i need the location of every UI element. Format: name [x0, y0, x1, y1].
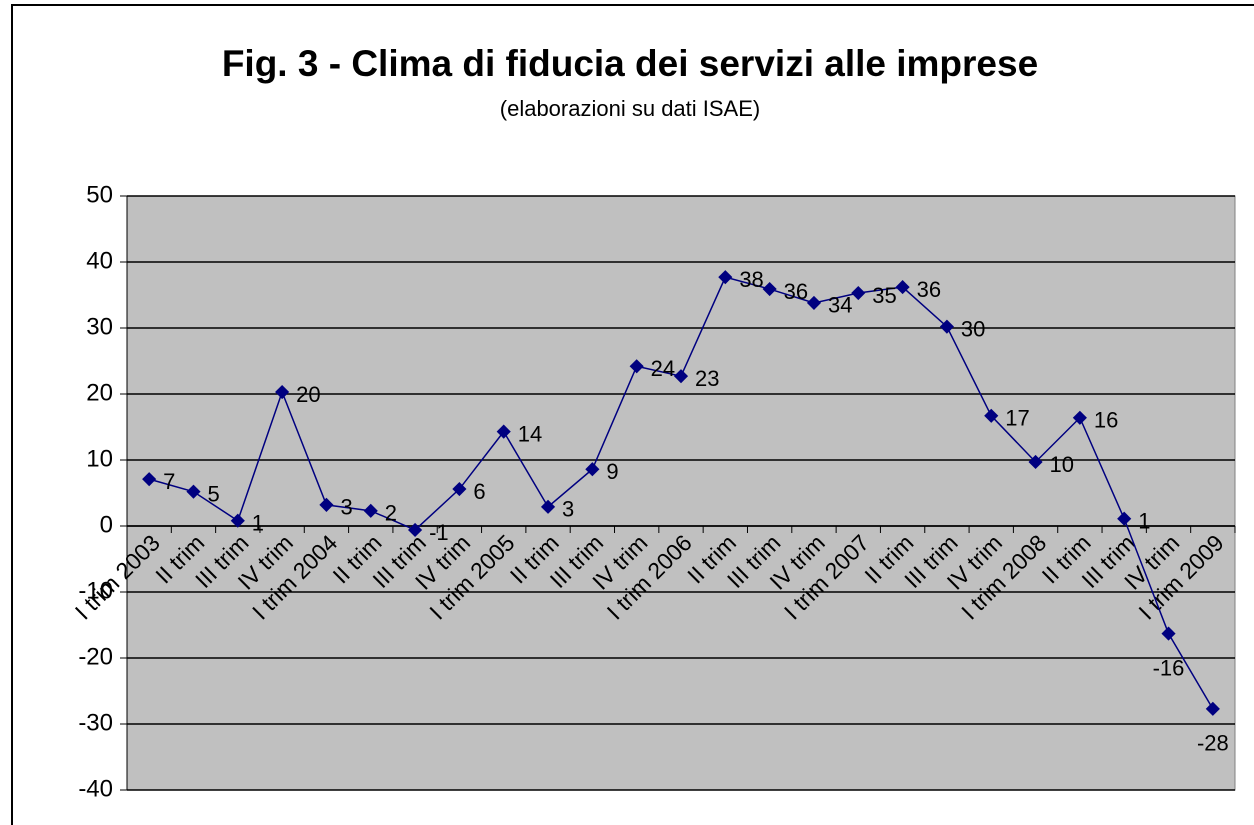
plot-area [126, 195, 1236, 791]
data-point [851, 285, 866, 301]
data-point [142, 472, 157, 487]
y-tick-label: 50 [86, 181, 113, 208]
data-label: 35 [872, 283, 896, 308]
y-tick-label: 30 [86, 313, 113, 340]
data-label: -16 [1153, 655, 1185, 680]
data-label: 1 [252, 511, 264, 536]
data-label: -28 [1197, 731, 1229, 756]
data-point [629, 359, 644, 374]
data-label: 36 [917, 277, 941, 302]
data-label: 3 [562, 497, 574, 522]
data-point [1117, 511, 1132, 526]
data-label: 34 [828, 293, 852, 318]
data-label: 14 [518, 421, 542, 446]
data-label: 7 [163, 469, 175, 494]
data-point [984, 408, 999, 423]
data-point [1205, 701, 1220, 716]
data-label: 36 [784, 279, 808, 304]
chart-title: Fig. 3 - Clima di fiducia dei servizi al… [222, 43, 1038, 84]
data-label: 16 [1094, 408, 1118, 433]
data-point [1072, 410, 1087, 425]
data-point [408, 522, 423, 538]
data-label: 9 [606, 459, 618, 484]
data-point [186, 484, 201, 499]
data-label: 23 [695, 366, 719, 391]
data-point [452, 481, 467, 497]
data-label: -1 [429, 520, 449, 545]
data-point [718, 270, 733, 285]
data-label: 17 [1005, 406, 1029, 431]
y-tick-label: 10 [86, 445, 113, 472]
data-point [806, 295, 822, 310]
y-tick-label: 0 [100, 511, 113, 538]
data-label: 10 [1050, 452, 1074, 477]
data-label: 30 [961, 316, 985, 341]
data-label: 2 [385, 501, 397, 526]
data-point [673, 369, 689, 384]
y-tick-label: -20 [78, 643, 113, 670]
data-point [585, 462, 600, 477]
data-point [1161, 626, 1176, 641]
data-label: 1 [1138, 509, 1150, 534]
data-point [230, 513, 245, 528]
data-label: 24 [651, 356, 675, 381]
data-label: 3 [340, 495, 352, 520]
data-label: 20 [296, 382, 320, 407]
data-point [363, 503, 378, 518]
chart-subtitle: (elaborazioni su dati ISAE) [500, 96, 760, 121]
data-point [275, 384, 290, 400]
data-point [895, 280, 910, 295]
data-label: 6 [473, 479, 485, 504]
y-tick-label: -30 [78, 709, 113, 736]
data-point [319, 497, 334, 512]
data-point [762, 281, 777, 297]
y-tick-label: -40 [78, 775, 113, 802]
data-label: 5 [207, 481, 219, 506]
data-point [540, 499, 556, 514]
data-label: 38 [739, 267, 763, 292]
data-point [496, 424, 511, 439]
y-tick-label: 20 [86, 379, 113, 406]
data-point [1028, 454, 1043, 470]
data-point [939, 319, 954, 334]
y-tick-label: -10 [78, 577, 113, 604]
y-tick-label: 40 [86, 247, 113, 274]
